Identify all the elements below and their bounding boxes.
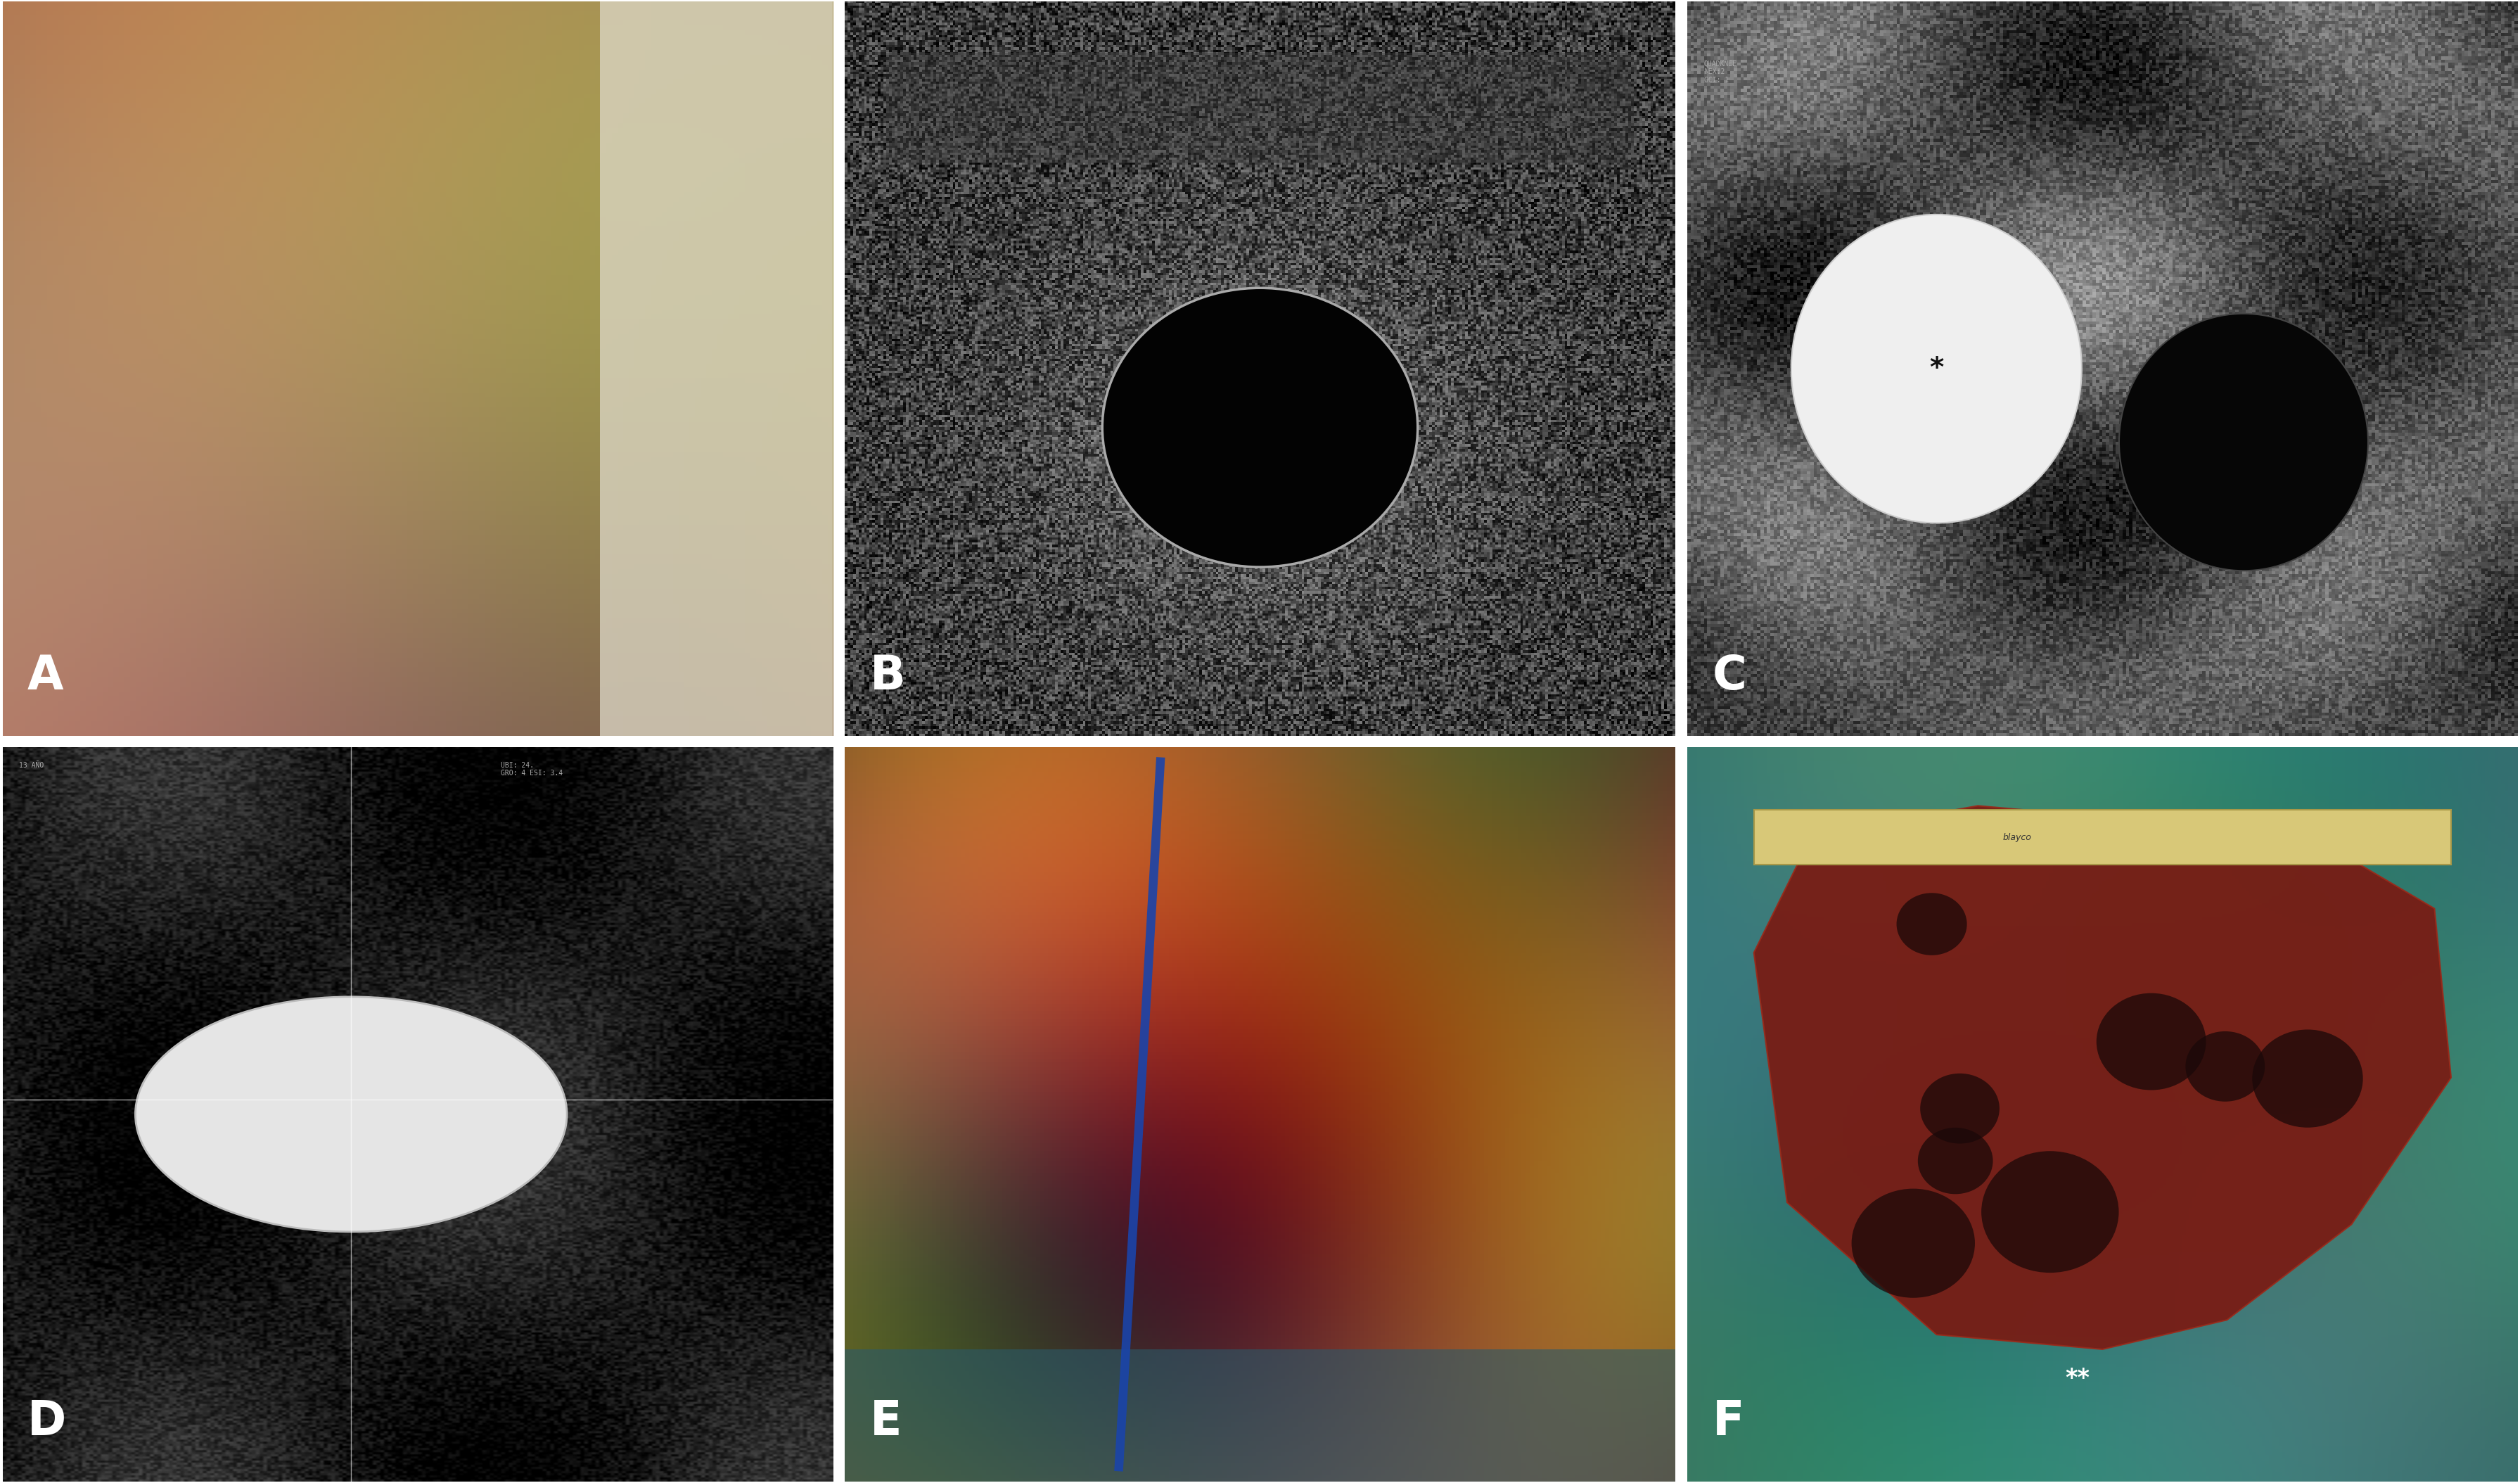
Text: 13 AÑO: 13 AÑO	[20, 762, 43, 768]
Bar	[844, 1350, 1676, 1482]
Circle shape	[2185, 1031, 2265, 1102]
Polygon shape	[1754, 805, 2452, 1350]
Text: D: D	[28, 1398, 66, 1444]
Text: C: C	[1714, 653, 1746, 700]
Circle shape	[1852, 1189, 1976, 1298]
Text: QUADKNEE
NEX:2
GCI: 1: QUADKNEE NEX:2 GCI: 1	[1704, 61, 1736, 83]
Text: B: B	[869, 653, 905, 700]
Ellipse shape	[1792, 215, 2082, 523]
Ellipse shape	[2119, 313, 2369, 571]
Bar	[600, 1, 832, 736]
Text: A: A	[28, 653, 63, 700]
Text: F: F	[1714, 1398, 1744, 1444]
Text: **: **	[2066, 1367, 2089, 1390]
Text: E: E	[869, 1398, 902, 1444]
Text: UBI: 24.
GRO: 4 ESI: 3.4: UBI: 24. GRO: 4 ESI: 3.4	[501, 762, 562, 777]
Circle shape	[1920, 1074, 1998, 1143]
Circle shape	[1101, 288, 1419, 567]
Circle shape	[1898, 893, 1968, 955]
Bar	[1754, 810, 2452, 865]
Ellipse shape	[136, 997, 567, 1232]
Circle shape	[2097, 994, 2205, 1090]
Circle shape	[2253, 1029, 2364, 1127]
Circle shape	[1981, 1151, 2119, 1272]
Text: *: *	[1930, 356, 1943, 383]
Circle shape	[1918, 1127, 1993, 1194]
Text: blayco: blayco	[2003, 833, 2031, 842]
Bar	[887, 53, 1633, 163]
